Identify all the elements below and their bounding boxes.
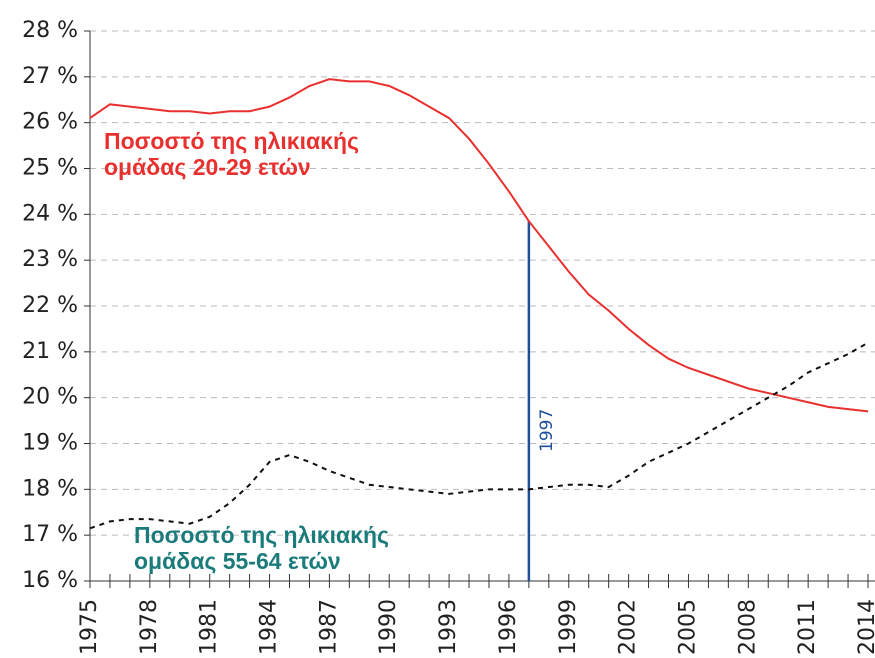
x-tick-label: 1999: [556, 599, 581, 655]
y-tick-label: 22 %: [22, 293, 78, 318]
x-tick-label: 1984: [257, 599, 282, 655]
x-tick-label: 1981: [197, 599, 222, 655]
x-tick-label: 2008: [735, 599, 760, 655]
x-tick-label: 1987: [316, 599, 341, 655]
y-tick-label: 25 %: [22, 156, 78, 181]
x-tick-label: 1978: [137, 599, 162, 655]
x-tick-label: 1990: [376, 599, 401, 655]
y-tick-label: 28 %: [22, 18, 78, 43]
x-tick-label: 1996: [496, 599, 521, 655]
y-tick-label: 26 %: [22, 110, 78, 135]
series-line: [89, 341, 869, 530]
y-tick-label: 21 %: [22, 339, 78, 364]
y-tick-label: 18 %: [22, 476, 78, 501]
x-tick-label: 1975: [77, 599, 102, 655]
y-tick-label: 27 %: [22, 64, 78, 89]
x-tick-label: 2014: [855, 599, 875, 655]
y-tick-label: 23 %: [22, 247, 78, 272]
y-tick-label: 16 %: [22, 568, 78, 593]
x-tick-label: 2002: [616, 599, 641, 655]
y-tick-label: 24 %: [22, 201, 78, 226]
y-tick-label: 17 %: [22, 522, 78, 547]
x-tick-label: 1993: [436, 599, 461, 655]
series-label: Ποσοστό της ηλικιακής ομάδας 55-64 ετών: [134, 522, 389, 574]
reference-label: 1997: [537, 409, 557, 452]
x-tick-label: 2005: [675, 599, 700, 655]
series-label: Ποσοστό της ηλικιακής ομάδας 20-29 ετών: [104, 128, 359, 180]
y-tick-label: 20 %: [22, 385, 78, 410]
x-tick-label: 2011: [795, 599, 820, 655]
series-line: [89, 78, 869, 413]
y-tick-label: 19 %: [22, 431, 78, 456]
